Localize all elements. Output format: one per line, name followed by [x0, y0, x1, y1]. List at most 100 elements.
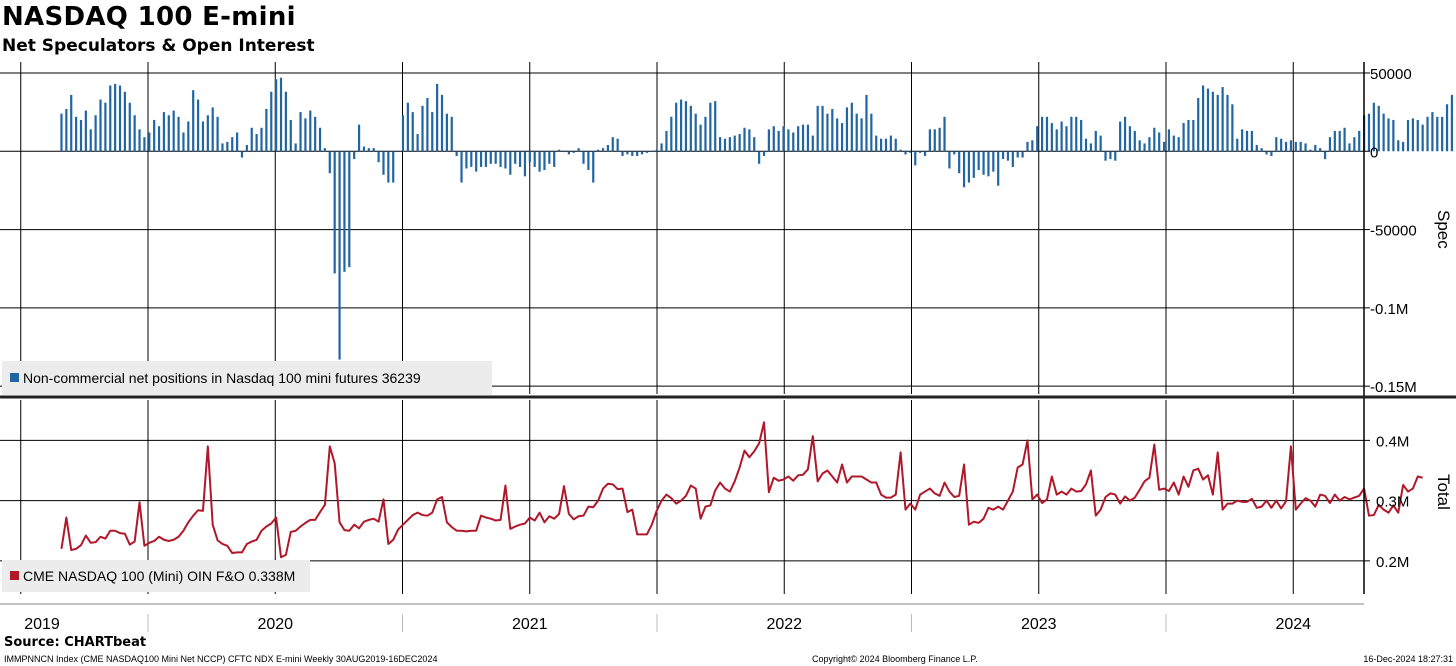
spec-bar — [1304, 143, 1307, 152]
spec-bar — [377, 151, 380, 163]
spec-bar — [1011, 151, 1014, 167]
spec-bar — [1377, 105, 1380, 152]
spec-bar — [1153, 127, 1156, 152]
spec-bar — [884, 138, 888, 152]
spec-bar — [250, 127, 253, 152]
spec-bar — [1001, 151, 1005, 160]
spec-bar — [772, 126, 775, 152]
spec-bar — [1358, 130, 1361, 152]
spec-bar — [845, 107, 849, 152]
spec-bar — [1245, 130, 1249, 152]
spec-bar — [1026, 141, 1029, 152]
spec-bar — [148, 132, 151, 152]
spec-bar — [880, 138, 883, 152]
spec-bar — [865, 94, 868, 152]
spec-bar — [353, 151, 356, 160]
spec-bar — [1294, 141, 1297, 152]
spec-bar — [475, 151, 478, 172]
spec-bar — [109, 85, 112, 152]
spec-bar — [870, 113, 873, 152]
spec-bar — [514, 151, 517, 164]
spec-bar — [1177, 137, 1180, 152]
spec-bar — [987, 151, 990, 177]
spec-bar — [1231, 104, 1234, 152]
spec-bar — [1372, 102, 1375, 152]
spec-bar — [1216, 94, 1219, 152]
spec-bar — [504, 151, 507, 169]
spec-bar — [811, 135, 814, 152]
spec-bar — [928, 129, 931, 152]
spec-bar — [201, 121, 205, 152]
spec-bar — [1055, 129, 1058, 152]
spec-bar — [655, 149, 658, 152]
spec-bar — [631, 151, 634, 156]
spec-bar — [889, 135, 892, 152]
spec-bar — [723, 138, 727, 152]
spec-bar — [362, 146, 366, 152]
spec-bar — [670, 116, 673, 152]
spec-bar — [1162, 141, 1166, 152]
spec-bar — [65, 108, 68, 152]
index-info: IMMPNNCN Index (CME NASDAQ100 Mini Net N… — [4, 654, 438, 664]
spec-bar — [806, 124, 810, 152]
spec-bar — [1128, 126, 1132, 152]
spec-bar — [1241, 129, 1244, 152]
spec-bar — [299, 112, 302, 152]
spec-bar — [850, 102, 853, 152]
spec-bar — [387, 151, 390, 183]
spec-axis-label: Spec — [1434, 210, 1453, 249]
spec-bar — [343, 151, 346, 272]
spec-bar — [704, 116, 707, 152]
spec-bar — [1041, 116, 1044, 152]
spec-bar — [479, 151, 483, 167]
spec-tick-label: 0 — [1370, 144, 1378, 161]
source-note: Source: CHARTbeat — [4, 635, 147, 650]
spec-bar — [406, 102, 409, 152]
spec-bar — [1016, 151, 1019, 158]
spec-bar — [494, 151, 497, 164]
spec-bar — [1275, 137, 1278, 152]
spec-bar — [440, 94, 444, 152]
spec-bar — [1348, 143, 1351, 152]
spec-bar — [1426, 116, 1429, 152]
spec-bar — [94, 115, 97, 152]
spec-bar — [543, 151, 546, 171]
spec-bar — [206, 115, 209, 152]
spec-legend-label: Non-commercial net positions in Nasdaq 1… — [23, 370, 421, 386]
spec-bar — [157, 126, 161, 152]
spec-bar — [128, 102, 131, 152]
spec-bar — [84, 110, 87, 152]
total-tick-label: 0.2M — [1376, 554, 1409, 571]
spec-bar — [1338, 130, 1341, 152]
spec-bar — [860, 118, 863, 152]
spec-bar — [1206, 88, 1210, 152]
total-line-layer — [60, 421, 1423, 559]
spec-bar — [1045, 116, 1049, 152]
spec-bar — [382, 151, 385, 175]
spec-bar — [89, 129, 92, 152]
spec-bar — [289, 119, 292, 152]
spec-bar — [79, 119, 83, 152]
spec-bar — [470, 151, 473, 167]
copyright: Copyright© 2024 Bloomberg Finance L.P. — [812, 654, 978, 664]
spec-bar — [675, 102, 678, 152]
spec-bar — [333, 151, 336, 274]
spec-bar — [162, 112, 166, 152]
spec-bar — [616, 138, 619, 152]
spec-bar — [328, 151, 331, 174]
spec-bar — [758, 151, 761, 164]
spec-bar — [1411, 118, 1414, 152]
spec-bar — [1265, 151, 1268, 155]
total-axis-label: Total — [1434, 474, 1453, 510]
spec-bar — [1431, 112, 1434, 152]
spec-bar — [1323, 151, 1327, 160]
spec-bar — [689, 105, 692, 152]
spec-bar — [923, 151, 927, 156]
spec-bar — [748, 129, 751, 152]
spec-bar — [411, 112, 414, 152]
spec-bar — [601, 148, 605, 152]
spec-bar — [372, 148, 375, 152]
spec-bar — [143, 137, 146, 152]
spec-bar — [275, 79, 278, 152]
